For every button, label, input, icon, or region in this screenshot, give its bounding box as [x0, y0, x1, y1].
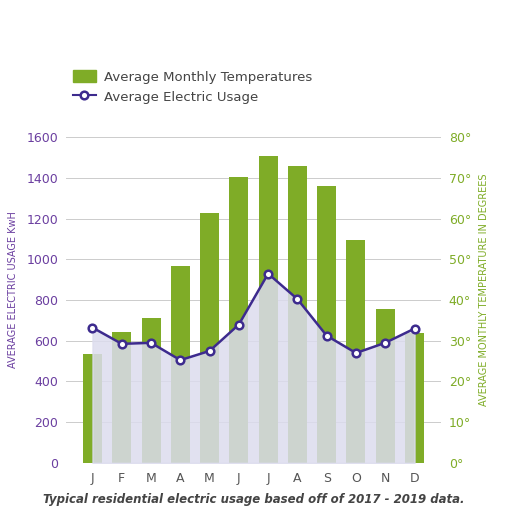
- Y-axis label: AVERAGE ELECTRIC USAGE KwH: AVERAGE ELECTRIC USAGE KwH: [8, 212, 18, 368]
- Bar: [317, 186, 336, 463]
- Bar: [376, 309, 395, 463]
- Bar: [288, 166, 307, 463]
- Legend: Average Monthly Temperatures, Average Electric Usage: Average Monthly Temperatures, Average El…: [73, 70, 312, 104]
- Bar: [346, 240, 366, 463]
- X-axis label: Typical residential electric usage based off of 2017 - 2019 data.: Typical residential electric usage based…: [43, 493, 464, 506]
- Bar: [171, 265, 190, 463]
- Bar: [229, 177, 248, 463]
- Y-axis label: AVERAGE MONTHLY TEMPERATURE IN DEGREES: AVERAGE MONTHLY TEMPERATURE IN DEGREES: [480, 173, 489, 406]
- Bar: [200, 213, 219, 463]
- Bar: [259, 156, 278, 463]
- Bar: [405, 332, 424, 463]
- Bar: [83, 354, 102, 463]
- Bar: [112, 331, 131, 463]
- Bar: [141, 319, 161, 463]
